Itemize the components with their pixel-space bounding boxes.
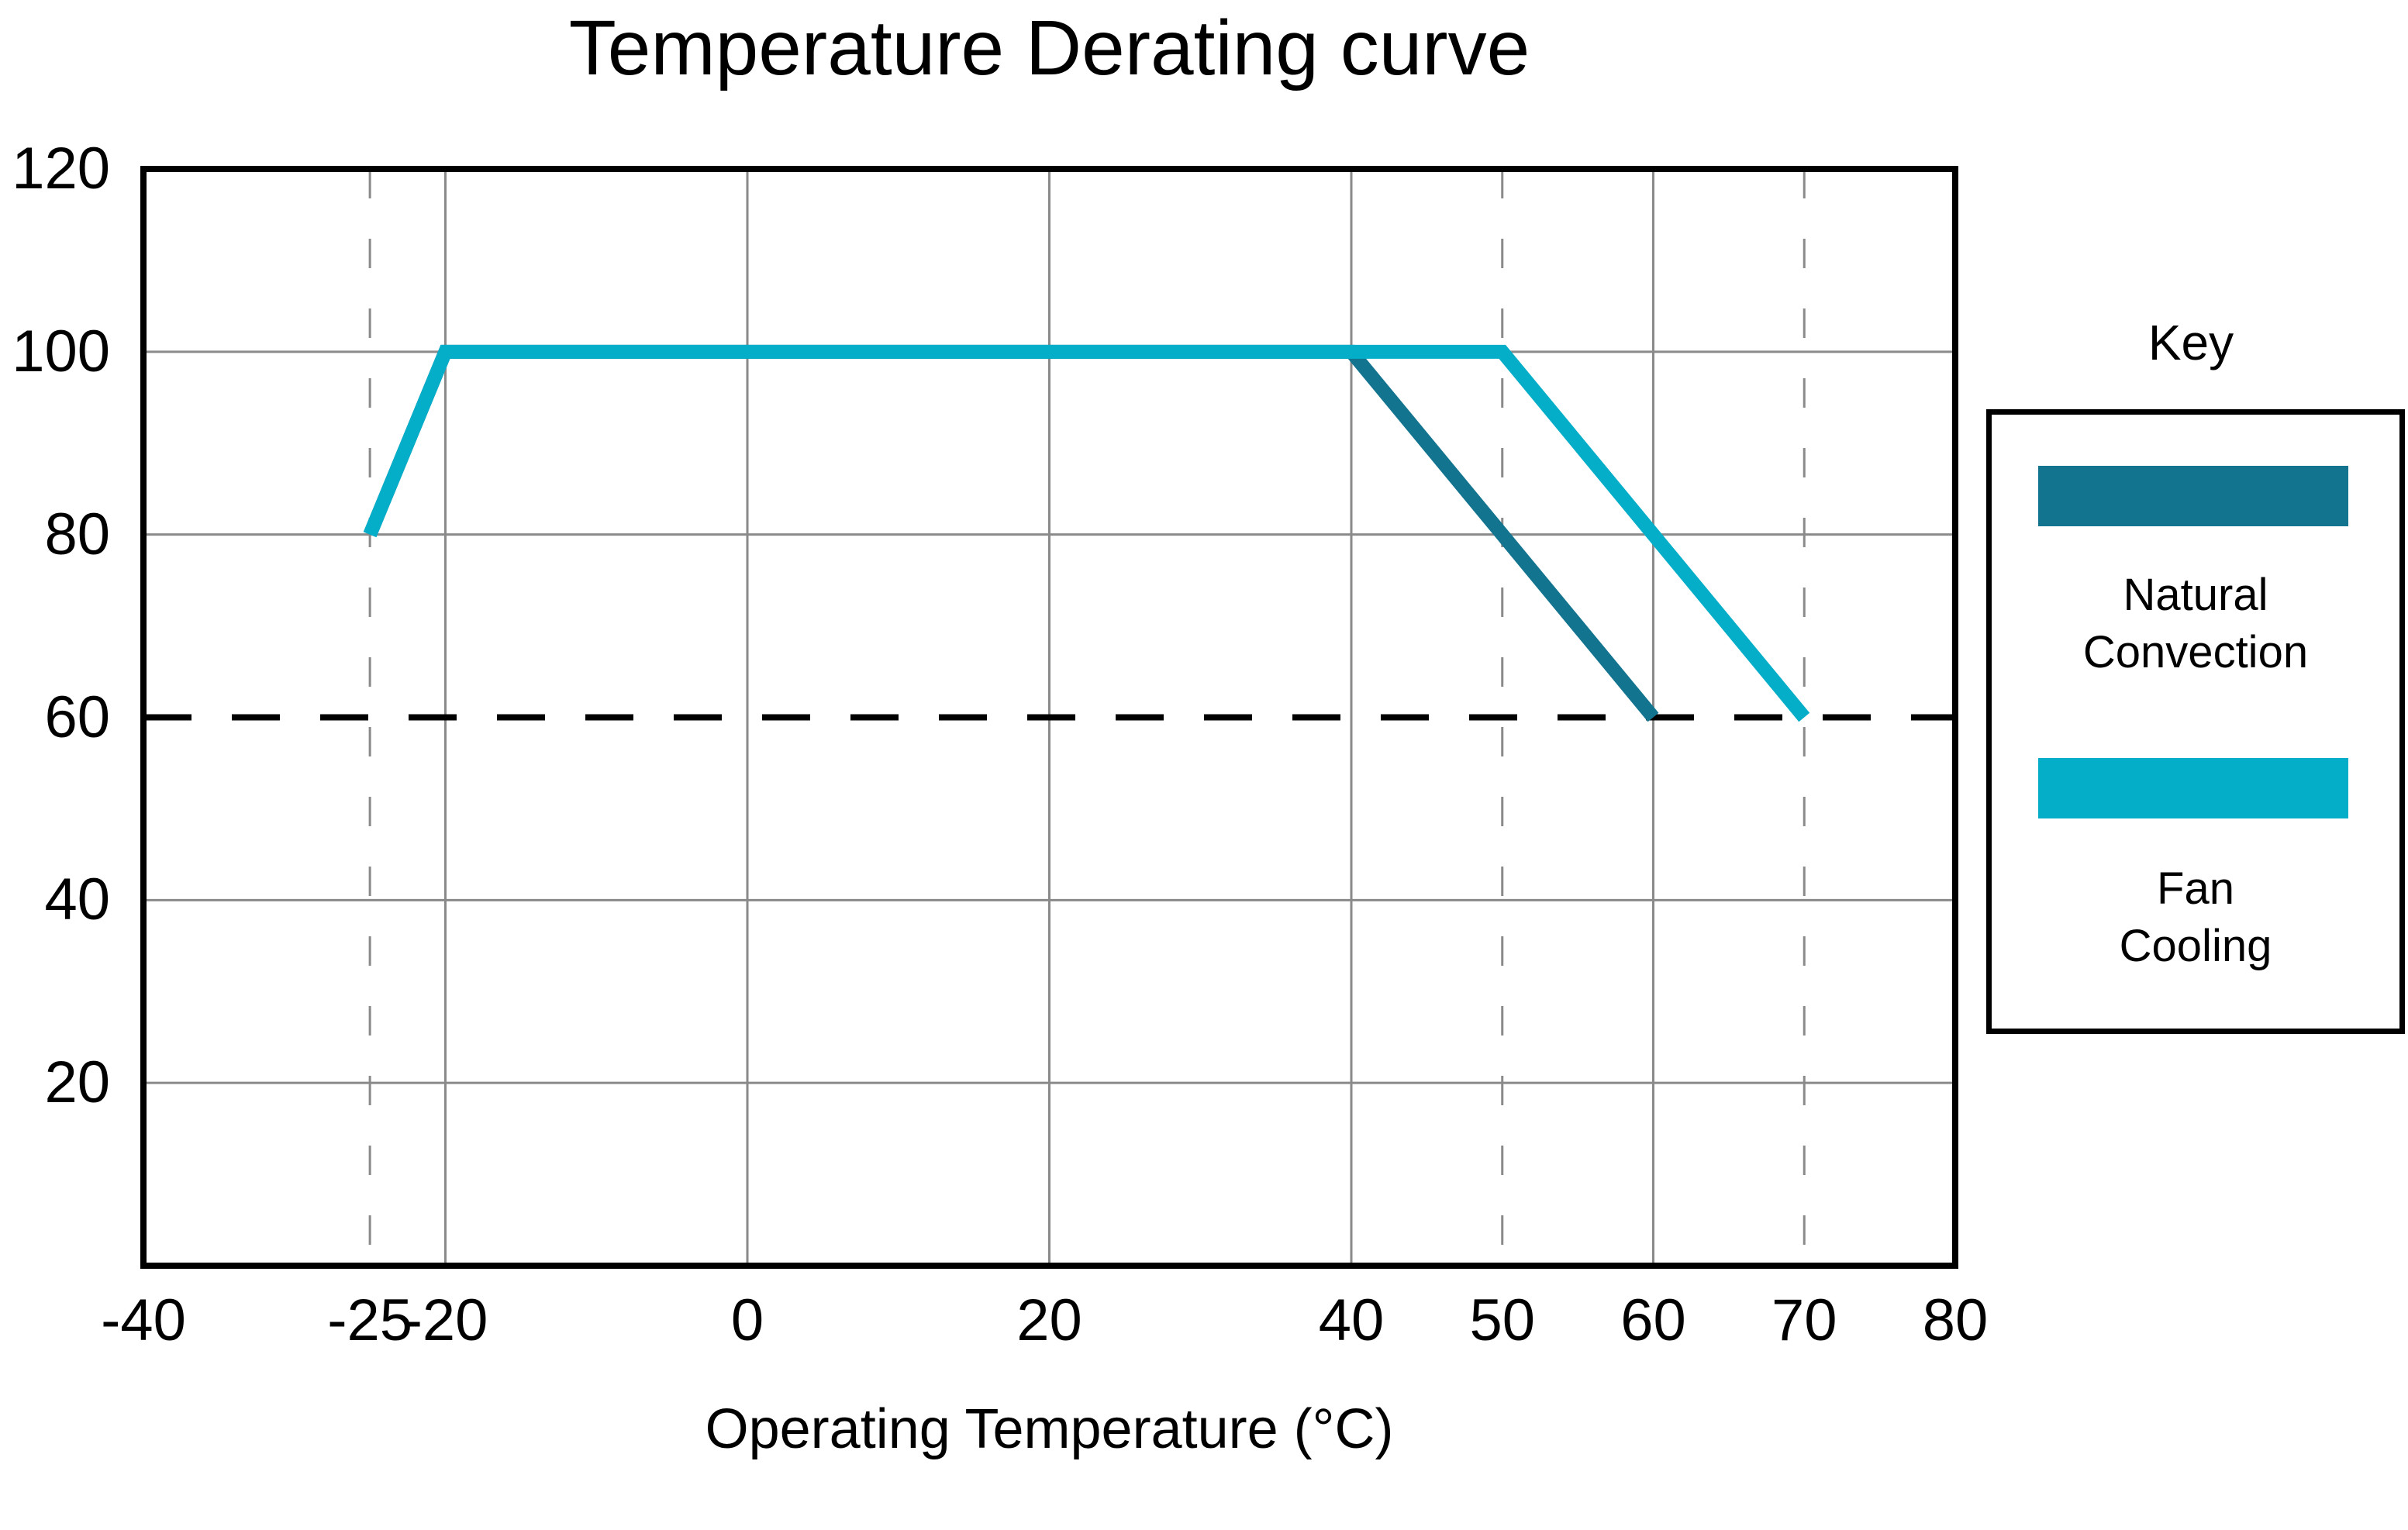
legend-label-line: Convection <box>2082 627 2309 677</box>
y-tick-label-120: 120 <box>12 136 110 202</box>
plot-border <box>140 166 1958 1269</box>
legend-swatch-fan-cooling <box>2038 758 2348 818</box>
x-tick-label--25: -25 <box>327 1287 413 1353</box>
x-tick-label-40: 40 <box>1318 1287 1385 1353</box>
legend-title: Key <box>2148 315 2234 370</box>
x-axis-title: Operating Temperature (°C) <box>705 1398 1394 1460</box>
chart-title: Temperature Derating curve <box>568 5 1530 91</box>
x-tick-label--40: -40 <box>101 1287 186 1353</box>
legend-label-natural-convection: Natural Convection <box>1992 567 2399 681</box>
x-tick-label-20: 20 <box>1016 1287 1082 1353</box>
y-tick-label-20: 20 <box>44 1049 110 1116</box>
legend-box: Natural Convection Fan Cooling <box>1986 409 2405 1034</box>
fan-cooling-line <box>363 344 1810 722</box>
y-tick-label-40: 40 <box>44 867 110 933</box>
legend-label-line: Cooling <box>2119 921 2272 971</box>
legend-label-line: Fan <box>2157 863 2234 914</box>
x-tick-label-70: 70 <box>1771 1287 1837 1353</box>
legend-label-fan-cooling: Fan Cooling <box>1992 860 2399 975</box>
legend-label-line: Natural <box>2123 570 2268 620</box>
x-tick-label--20: -20 <box>402 1287 488 1353</box>
legend-swatch-natural-convection <box>2038 466 2348 526</box>
y-tick-label-80: 80 <box>44 501 110 567</box>
x-tick-label-60: 60 <box>1620 1287 1686 1353</box>
x-tick-label-0: 0 <box>730 1287 764 1353</box>
x-tick-label-50: 50 <box>1469 1287 1536 1353</box>
x-tick-label-80: 80 <box>1922 1287 1989 1353</box>
y-tick-label-100: 100 <box>12 318 110 384</box>
y-tick-label-60: 60 <box>44 684 110 750</box>
